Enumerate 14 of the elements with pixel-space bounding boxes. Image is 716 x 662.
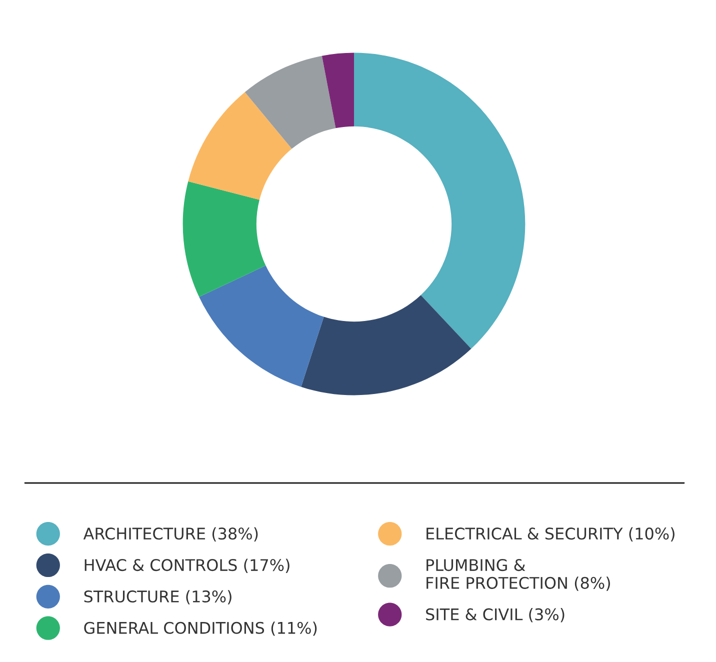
legend-label: PLUMBING & FIRE PROTECTION (8%)	[426, 558, 610, 591]
donut-slice	[199, 266, 324, 387]
legend-label: STRUCTURE (13%)	[84, 590, 232, 604]
donut-slice	[244, 56, 336, 149]
donut-slice	[354, 52, 526, 349]
donut-slice	[182, 181, 266, 297]
legend-label: GENERAL CONDITIONS (11%)	[84, 622, 317, 636]
legend-label: HVAC & CONTROLS (17%)	[84, 558, 290, 573]
legend-label: ARCHITECTURE (38%)	[83, 527, 258, 542]
donut-slice	[301, 295, 472, 396]
legend-label: SITE & CIVIL (3%)	[426, 608, 564, 622]
donut-slice	[188, 92, 292, 200]
legend-label: ELECTRICAL & SECURITY (10%)	[426, 527, 674, 542]
donut-slice	[322, 52, 354, 128]
